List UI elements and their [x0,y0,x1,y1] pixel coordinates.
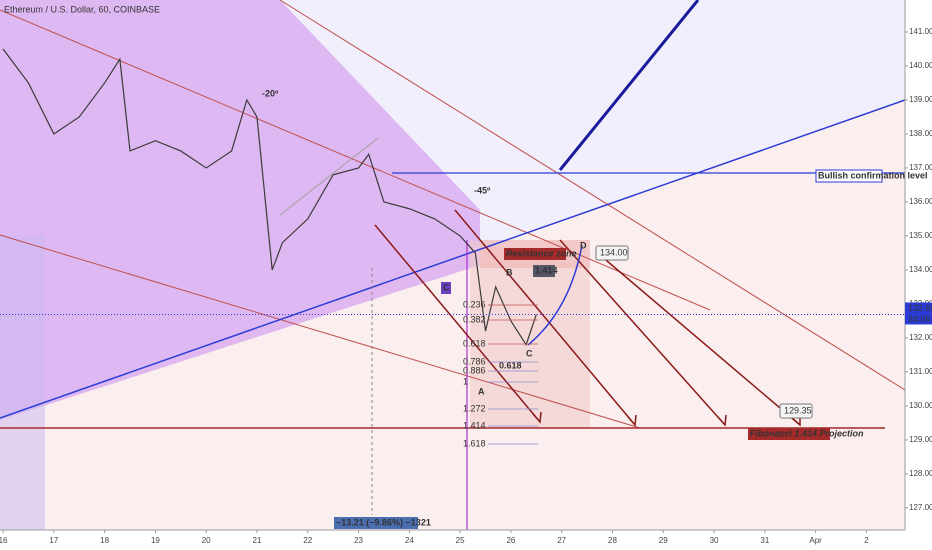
target-label: 134.00 [600,247,628,257]
annotation: −13.21 (−9.86%) −1321 [336,517,431,527]
y-tick-label: 141.00 [909,27,932,36]
trendline [0,234,641,429]
channel-line [279,137,379,216]
last-price-box [905,302,932,325]
lower-zone [0,100,905,530]
fib-label: 0.236 [463,299,486,309]
purple-channel [0,0,480,420]
arrow [374,224,542,424]
x-tick-label: 28 [608,536,617,545]
x-tick-label: 25 [456,536,465,545]
y-tick-label: 131.00 [909,367,932,376]
y-tick-label: 138.00 [909,129,932,138]
fib-label: 0.886 [463,365,486,375]
x-tick-label: 18 [100,536,109,545]
annotation: Resistance zone [506,248,577,258]
y-tick-label: 132.00 [909,333,932,342]
target-line [558,0,700,171]
countdown: 34:06 [908,314,931,324]
x-tick-label: 31 [760,536,769,545]
y-tick-label: 128.00 [909,469,932,478]
annotation: A [478,386,485,396]
annotation-box [815,169,883,183]
annotation: B [506,267,513,277]
x-tick-label: 17 [49,536,58,545]
annotation: D [580,240,587,250]
target-label: 129.35 [784,405,812,415]
x-tick-label: 2 [864,536,869,545]
annotation-box [533,265,555,277]
annotation: C [526,348,533,358]
annotation: C [443,282,450,292]
y-tick-label: 127.00 [909,503,932,512]
y-tick-label: 139.00 [909,95,932,104]
annotation-box [504,248,566,260]
chart-title: Ethereum / U.S. Dollar, 60, COINBASE [4,4,160,14]
y-tick-label: 129.00 [909,435,932,444]
x-tick-label: 16 [0,536,8,545]
fib-label: 0.786 [463,356,486,366]
price-line [2,48,537,347]
blue-trendline [0,99,906,419]
x-tick-label: 24 [405,536,414,545]
fib-label: 1 [463,376,468,386]
time-axis [0,530,905,550]
x-tick-label: 27 [557,536,566,545]
annotation: Fibonacci 1.414 Projection [750,428,864,438]
y-tick-label: 134.00 [909,265,932,274]
x-tick-label: Apr [809,536,822,545]
arrows [374,209,801,427]
x-tick-label: 22 [303,536,312,545]
annotation: -45º [474,185,491,195]
price-axis [905,0,932,550]
trendline [279,0,906,391]
trendline [0,9,711,311]
annotation: 0.618 [499,360,522,370]
annotation-box [334,517,418,529]
x-tick-label: 20 [202,536,211,545]
last-price-label: 132.69 [908,303,932,313]
target-box [595,245,629,261]
annotation: -20º [262,88,279,98]
y-tick-label: 136.00 [909,197,932,206]
fib-label: 1.272 [463,403,486,413]
annotation: Bullish confirmation level [818,170,928,180]
arrow [454,209,637,427]
arrow [559,239,727,427]
fib-label: 0.618 [463,338,486,348]
fib-label: 0.382 [463,314,486,324]
arrow [527,244,583,346]
y-tick-label: 140.00 [909,61,932,70]
annotation: 1.414 [535,265,558,275]
left-zone [0,235,45,530]
x-tick-label: 30 [710,536,719,545]
y-tick-label: 135.00 [909,231,932,240]
fib-label: 1.618 [463,438,486,448]
y-tick-label: 137.00 [909,163,932,172]
fib-label: 1.414 [463,420,486,430]
annotation-box [441,282,451,294]
x-tick-label: 21 [253,536,262,545]
annotation-box [748,428,830,440]
x-tick-label: 19 [151,536,160,545]
y-tick-label: 130.00 [909,401,932,410]
x-tick-label: 29 [659,536,668,545]
x-tick-label: 26 [506,536,515,545]
target-box [779,403,813,419]
x-tick-label: 23 [354,536,363,545]
